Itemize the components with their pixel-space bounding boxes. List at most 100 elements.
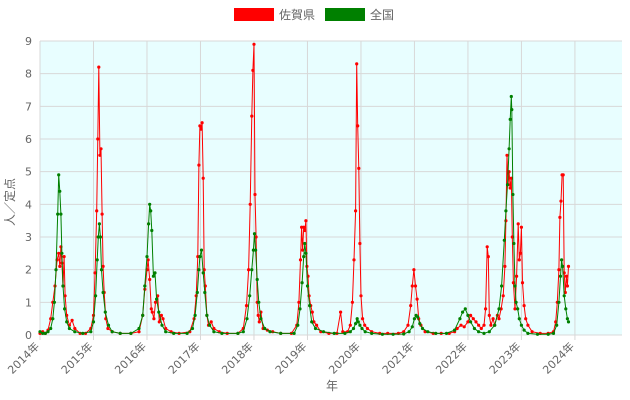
- data-point[interactable]: [469, 320, 473, 324]
- data-point[interactable]: [402, 330, 406, 334]
- data-point[interactable]: [157, 320, 161, 324]
- data-point[interactable]: [150, 228, 154, 233]
- data-point[interactable]: [493, 323, 497, 327]
- data-point[interactable]: [380, 332, 384, 336]
- data-point[interactable]: [248, 294, 252, 298]
- data-point[interactable]: [402, 332, 406, 336]
- data-point[interactable]: [557, 300, 561, 304]
- data-point[interactable]: [279, 331, 283, 335]
- data-point[interactable]: [416, 315, 420, 319]
- data-point[interactable]: [97, 65, 101, 69]
- data-point[interactable]: [497, 317, 501, 321]
- data-point[interactable]: [409, 304, 413, 308]
- data-point[interactable]: [434, 331, 438, 335]
- data-point[interactable]: [453, 328, 457, 332]
- data-point[interactable]: [507, 147, 511, 151]
- data-point[interactable]: [60, 251, 64, 255]
- data-point[interactable]: [510, 235, 514, 239]
- data-point[interactable]: [365, 326, 369, 331]
- data-point[interactable]: [106, 323, 111, 327]
- data-point[interactable]: [410, 284, 414, 288]
- data-point[interactable]: [517, 317, 521, 321]
- data-point[interactable]: [220, 331, 224, 335]
- data-point[interactable]: [59, 212, 63, 216]
- data-point[interactable]: [487, 330, 491, 334]
- data-point[interactable]: [94, 294, 98, 298]
- data-point[interactable]: [350, 300, 354, 304]
- data-point[interactable]: [356, 124, 360, 128]
- data-point[interactable]: [482, 323, 486, 327]
- data-point[interactable]: [185, 331, 189, 335]
- data-point[interactable]: [352, 258, 356, 262]
- data-point[interactable]: [304, 251, 308, 255]
- data-point[interactable]: [93, 271, 97, 275]
- data-point[interactable]: [56, 212, 60, 216]
- data-point[interactable]: [517, 258, 521, 262]
- data-point[interactable]: [561, 173, 565, 177]
- data-point[interactable]: [198, 255, 202, 259]
- data-point[interactable]: [462, 325, 466, 329]
- data-point[interactable]: [482, 331, 486, 335]
- data-point[interactable]: [560, 258, 564, 262]
- data-point[interactable]: [100, 212, 104, 216]
- data-point[interactable]: [199, 127, 203, 131]
- data-point[interactable]: [101, 290, 105, 295]
- data-point[interactable]: [147, 222, 151, 226]
- data-point[interactable]: [500, 284, 504, 288]
- data-point[interactable]: [137, 330, 141, 334]
- data-point[interactable]: [466, 313, 470, 317]
- data-point[interactable]: [485, 245, 489, 249]
- data-point[interactable]: [503, 264, 507, 268]
- data-point[interactable]: [354, 322, 358, 326]
- data-point[interactable]: [363, 323, 367, 327]
- data-point[interactable]: [520, 281, 525, 285]
- data-point[interactable]: [91, 320, 96, 324]
- data-point[interactable]: [489, 323, 493, 327]
- data-point[interactable]: [310, 320, 314, 324]
- data-point[interactable]: [471, 317, 475, 321]
- data-point[interactable]: [509, 176, 513, 180]
- data-point[interactable]: [253, 192, 257, 197]
- data-point[interactable]: [197, 163, 201, 167]
- data-point[interactable]: [103, 310, 107, 314]
- data-point[interactable]: [348, 323, 352, 327]
- data-point[interactable]: [491, 317, 495, 321]
- data-point[interactable]: [524, 317, 528, 321]
- data-point[interactable]: [54, 268, 58, 272]
- data-point[interactable]: [526, 323, 530, 327]
- data-point[interactable]: [564, 307, 568, 311]
- legend-label-national[interactable]: 全国: [370, 7, 394, 22]
- data-point[interactable]: [303, 241, 307, 246]
- data-point[interactable]: [153, 300, 158, 304]
- data-point[interactable]: [197, 268, 201, 272]
- data-point[interactable]: [513, 284, 517, 288]
- data-point[interactable]: [199, 248, 204, 252]
- data-point[interactable]: [519, 225, 524, 229]
- data-point[interactable]: [508, 117, 512, 121]
- data-point[interactable]: [501, 294, 505, 298]
- data-point[interactable]: [558, 215, 562, 219]
- data-point[interactable]: [305, 284, 310, 288]
- data-point[interactable]: [161, 317, 165, 321]
- data-point[interactable]: [565, 284, 570, 288]
- data-point[interactable]: [564, 274, 569, 278]
- data-point[interactable]: [458, 317, 462, 321]
- data-point[interactable]: [415, 297, 419, 301]
- data-point[interactable]: [418, 322, 422, 326]
- data-point[interactable]: [410, 325, 414, 329]
- data-point[interactable]: [89, 330, 93, 334]
- data-point[interactable]: [559, 199, 563, 203]
- data-point[interactable]: [332, 331, 336, 335]
- data-point[interactable]: [73, 330, 77, 334]
- data-point[interactable]: [57, 173, 61, 177]
- data-point[interactable]: [95, 209, 99, 213]
- data-point[interactable]: [97, 222, 101, 226]
- data-point[interactable]: [148, 202, 152, 206]
- data-point[interactable]: [143, 284, 147, 288]
- data-point[interactable]: [343, 331, 347, 335]
- data-point[interactable]: [152, 317, 156, 321]
- data-point[interactable]: [245, 317, 249, 321]
- data-point[interactable]: [339, 310, 343, 314]
- data-point[interactable]: [251, 248, 255, 252]
- data-point[interactable]: [518, 251, 523, 255]
